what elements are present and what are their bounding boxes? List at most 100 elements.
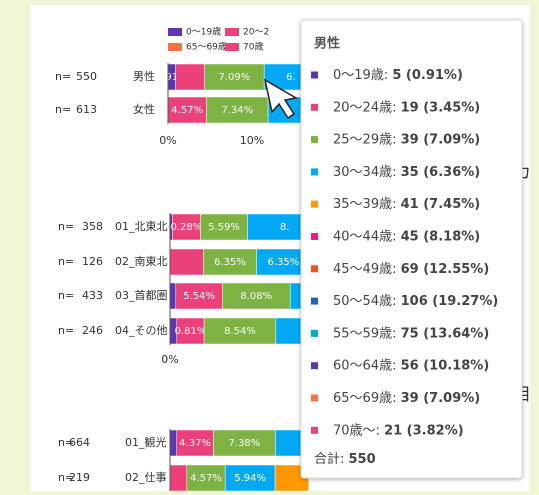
bar-segment bbox=[169, 282, 177, 310]
legend-swatch bbox=[168, 43, 182, 51]
item-label: 0～19歳: bbox=[333, 68, 392, 83]
tooltip-total: 合計: 550 bbox=[314, 451, 376, 467]
tooltip-item: 35～39歳: 41 (7.45%) bbox=[333, 197, 480, 212]
n-count: 433 bbox=[82, 289, 103, 302]
item-detail: 39 (7.09%) bbox=[401, 391, 481, 406]
item-label: 35～39歳: bbox=[333, 197, 401, 212]
tooltip-item: 0～19歳: 5 (0.91%) bbox=[333, 68, 463, 83]
bar-segment bbox=[213, 429, 276, 457]
segment-label: 0.91% bbox=[156, 72, 188, 83]
item-label: 70歳～: bbox=[333, 423, 384, 438]
tooltip-item: 50～54歳: 106 (19.27%) bbox=[333, 294, 498, 309]
bar-segment bbox=[224, 464, 276, 492]
legend-label: 20～2 bbox=[243, 28, 269, 38]
item-label: 55～59歳: bbox=[333, 326, 401, 341]
n-prefix: n= bbox=[58, 255, 74, 268]
tooltip-item: 20～24歳: 19 (3.45%) bbox=[333, 100, 480, 115]
segment-label: 8.08% bbox=[240, 291, 272, 302]
item-detail: 35 (6.36%) bbox=[401, 164, 481, 179]
item-detail: 5 (0.91%) bbox=[392, 68, 463, 83]
item-label: 60～64歳: bbox=[333, 358, 401, 373]
bar-segment bbox=[169, 464, 188, 492]
tooltip-item: 60～64歳: 56 (10.18%) bbox=[333, 358, 489, 373]
tooltip-swatch bbox=[311, 265, 318, 273]
n-count: 664 bbox=[69, 436, 90, 449]
n-prefix: n= bbox=[58, 289, 74, 302]
segment-label: 7.38% bbox=[229, 438, 261, 449]
tooltip-swatch bbox=[311, 297, 318, 305]
total-value: 550 bbox=[349, 452, 376, 467]
tooltip-swatch bbox=[311, 362, 318, 370]
segment-label: 0.81% bbox=[175, 326, 207, 337]
tooltip-item: 70歳～: 21 (3.82%) bbox=[333, 423, 464, 438]
item-label: 40～44歳: bbox=[333, 229, 401, 244]
tooltip-item: 45～49歳: 69 (12.55%) bbox=[333, 261, 489, 276]
tooltip-swatch bbox=[311, 233, 318, 240]
item-label: 25～29歳: bbox=[333, 132, 401, 147]
tick-label: 0% bbox=[159, 134, 176, 147]
n-prefix: n= bbox=[55, 70, 71, 83]
tooltip-swatch bbox=[311, 394, 318, 402]
segment-label: 0.28% bbox=[171, 222, 203, 233]
tooltip-item: 55～59歳: 75 (13.64%) bbox=[333, 326, 489, 341]
legend-swatch bbox=[168, 28, 182, 36]
n-count: 126 bbox=[82, 255, 103, 268]
bar-segment bbox=[203, 317, 277, 345]
tooltip-item: 65～69歳: 39 (7.09%) bbox=[333, 391, 480, 406]
n-count: 246 bbox=[82, 324, 103, 337]
tooltip-swatch bbox=[311, 71, 318, 79]
total-label: 合計: bbox=[314, 451, 349, 467]
item-label: 45～49歳: bbox=[333, 261, 401, 276]
item-detail: 41 (7.45%) bbox=[401, 197, 481, 212]
tooltip: 男性 合計: 550 0～19歳: 5 (0.91%) 20～24歳: 19 (3… bbox=[300, 19, 523, 479]
segment-label: 8.54% bbox=[224, 326, 256, 337]
cursor bbox=[263, 78, 299, 120]
item-detail: 69 (12.55%) bbox=[401, 261, 490, 276]
legend-label: 65～69歳 bbox=[186, 41, 227, 53]
bar-segment bbox=[203, 248, 257, 276]
tooltip-title: 男性 bbox=[314, 36, 340, 52]
tooltip-item: 25～29歳: 39 (7.09%) bbox=[333, 132, 480, 147]
item-detail: 21 (3.82%) bbox=[384, 423, 464, 438]
item-detail: 45 (8.18%) bbox=[401, 229, 481, 244]
row-label: 女性 bbox=[133, 102, 155, 116]
segment-label: 6.35% bbox=[267, 257, 299, 268]
bar-segment bbox=[169, 429, 177, 457]
tooltip-swatch bbox=[311, 329, 318, 337]
row-label: 01_北東北 bbox=[115, 220, 168, 233]
row-label: 03_首都圏 bbox=[115, 288, 168, 302]
segment-label: 5.54% bbox=[183, 291, 215, 302]
item-detail: 106 (19.27%) bbox=[401, 294, 499, 309]
n-count: 550 bbox=[76, 70, 97, 83]
legend-label: 0～19歳 bbox=[186, 26, 221, 38]
segment-label: 6.35% bbox=[214, 257, 246, 268]
segment-label: 4.37% bbox=[179, 438, 211, 449]
tooltip-swatch bbox=[311, 200, 318, 208]
item-label: 30～34歳: bbox=[333, 164, 401, 179]
legend-swatch bbox=[225, 43, 239, 51]
item-label: 50～54歳: bbox=[333, 294, 401, 309]
bar-segment bbox=[222, 282, 291, 310]
row-label: 01_観光 bbox=[125, 435, 167, 449]
segment-label: 7.09% bbox=[219, 72, 251, 83]
bar-segment bbox=[169, 248, 204, 276]
item-detail: 19 (3.45%) bbox=[401, 100, 481, 115]
tooltip-swatch bbox=[311, 103, 318, 111]
tooltip-swatch bbox=[311, 168, 318, 176]
item-detail: 56 (10.18%) bbox=[401, 358, 490, 373]
tooltip-swatch bbox=[311, 136, 318, 144]
n-prefix: n= bbox=[58, 436, 74, 449]
tooltip-box bbox=[300, 19, 523, 479]
segment-label: 4.57% bbox=[190, 473, 222, 484]
row-label: 02_南東北 bbox=[115, 255, 168, 268]
bar-segment bbox=[175, 63, 205, 91]
bar-segment bbox=[172, 213, 201, 241]
item-detail: 75 (13.64%) bbox=[401, 326, 490, 341]
n-prefix: n= bbox=[58, 471, 74, 484]
item-label: 65～69歳: bbox=[333, 391, 401, 406]
n-count: 219 bbox=[69, 471, 90, 484]
tooltip-item: 30～34歳: 35 (6.36%) bbox=[333, 164, 480, 179]
segment-label: 4.57% bbox=[171, 105, 203, 116]
segment-label: 8. bbox=[280, 222, 290, 233]
